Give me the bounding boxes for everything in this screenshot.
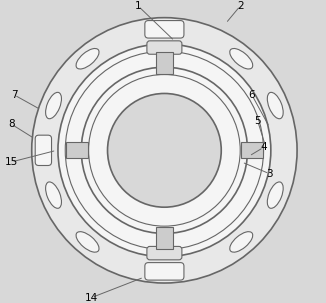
Circle shape xyxy=(108,93,221,207)
FancyBboxPatch shape xyxy=(35,135,52,165)
Ellipse shape xyxy=(46,182,62,208)
Circle shape xyxy=(81,67,247,233)
FancyBboxPatch shape xyxy=(147,246,182,260)
Text: 1: 1 xyxy=(135,1,141,11)
FancyBboxPatch shape xyxy=(145,21,184,38)
Circle shape xyxy=(65,51,263,249)
FancyBboxPatch shape xyxy=(145,263,184,280)
Text: 8: 8 xyxy=(8,119,15,129)
Text: 15: 15 xyxy=(5,157,18,167)
Ellipse shape xyxy=(76,232,99,252)
Bar xyxy=(66,142,88,158)
Circle shape xyxy=(89,75,240,226)
Ellipse shape xyxy=(46,92,62,119)
Ellipse shape xyxy=(267,92,283,119)
Text: 14: 14 xyxy=(85,293,98,303)
FancyBboxPatch shape xyxy=(147,41,182,54)
Bar xyxy=(156,52,172,74)
Text: 4: 4 xyxy=(260,142,267,152)
Circle shape xyxy=(32,18,297,283)
Text: 7: 7 xyxy=(11,90,18,100)
Circle shape xyxy=(58,44,271,257)
Text: 3: 3 xyxy=(266,169,273,179)
Ellipse shape xyxy=(230,232,253,252)
Bar xyxy=(156,227,172,249)
Ellipse shape xyxy=(230,48,253,69)
Bar xyxy=(241,142,263,158)
Ellipse shape xyxy=(267,182,283,208)
Text: 5: 5 xyxy=(254,116,261,126)
Ellipse shape xyxy=(76,48,99,69)
Text: 2: 2 xyxy=(237,1,244,11)
Text: 6: 6 xyxy=(248,90,255,100)
